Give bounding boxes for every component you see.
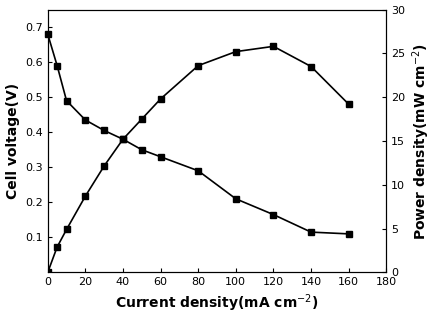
X-axis label: Current density(mA cm$^{-2}$): Current density(mA cm$^{-2}$) <box>115 293 319 315</box>
Y-axis label: Cell voltage(V): Cell voltage(V) <box>6 83 20 199</box>
Y-axis label: Power density(mW cm$^{-2}$): Power density(mW cm$^{-2}$) <box>411 43 432 240</box>
